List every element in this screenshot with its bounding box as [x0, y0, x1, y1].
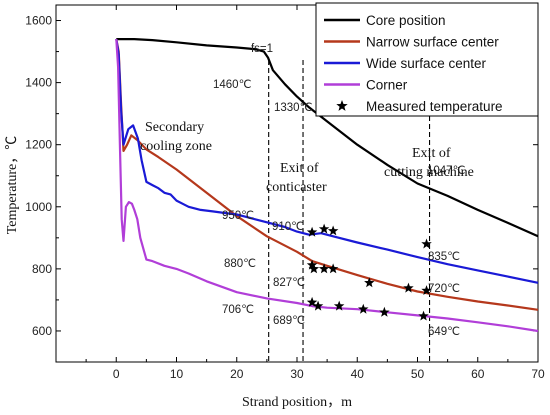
- measured-point: [403, 282, 414, 293]
- series-line-corner: [115, 39, 539, 333]
- series-line-core: [116, 38, 539, 238]
- label-827: 827℃: [273, 277, 305, 289]
- y-tick-label: 1600: [25, 14, 52, 28]
- x-axis-title: Strand position，m: [242, 395, 352, 410]
- measured-point: [379, 306, 390, 317]
- x-tick-label: 50: [411, 367, 425, 381]
- measured-point: [318, 223, 330, 234]
- x-tick-label: 40: [351, 367, 365, 381]
- measured-point: [358, 303, 369, 314]
- label-exit-cutting-2: cutting machine: [384, 165, 474, 180]
- y-tick-label: 600: [32, 324, 52, 338]
- measured-point: [312, 300, 324, 311]
- measured-point: [308, 263, 320, 274]
- legend-star: [336, 100, 348, 111]
- legend-label: Narrow surface center: [366, 35, 499, 50]
- measured-point: [421, 238, 432, 249]
- legend-label: Core position: [366, 13, 446, 28]
- x-tick-label: 10: [170, 367, 184, 381]
- label-649: 649℃: [428, 326, 460, 338]
- label-1330: 1330℃: [274, 102, 313, 114]
- x-tick-label: 20: [230, 367, 244, 381]
- series-line-wide: [115, 38, 539, 284]
- measured-point: [327, 263, 339, 274]
- label-secondary-cooling-1: Secondary: [145, 120, 204, 135]
- measured-point: [306, 259, 318, 270]
- measured-point: [418, 310, 429, 321]
- tick-marks: 0 10 20 30 40 50 60 70 600 800 1000 1200 1400 1600: [25, 5, 545, 381]
- label-835: 835℃: [428, 251, 460, 263]
- label-950: 950℃: [222, 210, 254, 222]
- legend-label: Corner: [366, 78, 408, 93]
- y-axis-title: Temperature，℃: [5, 136, 20, 235]
- label-880: 880℃: [224, 258, 256, 270]
- x-tick-label: 30: [290, 367, 304, 381]
- annotations: fs=1 1460℃ 1330℃ 1047℃ 950℃ 910℃ 835℃ 88…: [140, 43, 474, 338]
- y-tick-label: 1200: [25, 138, 52, 152]
- label-689: 689℃: [273, 315, 305, 327]
- x-tick-label: 60: [471, 367, 485, 381]
- y-tick-label: 1400: [25, 76, 52, 90]
- measured-point: [306, 226, 318, 237]
- y-tick-label: 1000: [25, 200, 52, 214]
- legend: Core position Narrow surface center Wide s…: [315, 2, 539, 117]
- legend-label: Wide surface center: [366, 56, 487, 71]
- x-tick-label: 0: [113, 367, 120, 381]
- measured-point: [364, 277, 375, 288]
- label-exit-cutting-1: Exit of: [412, 146, 451, 161]
- measured-point: [306, 296, 318, 307]
- label-exit-conticaster-2: conticaster: [266, 180, 327, 195]
- label-1460: 1460℃: [213, 79, 252, 91]
- label-secondary-cooling-2: cooling zone: [140, 139, 212, 154]
- label-fs1: fs=1: [251, 43, 273, 55]
- label-910: 910℃: [272, 221, 304, 233]
- measured-point: [333, 300, 345, 311]
- measured-points: [306, 223, 432, 321]
- measured-point: [318, 263, 330, 274]
- y-tick-label: 800: [32, 262, 52, 276]
- label-706: 706℃: [222, 304, 254, 316]
- label-1047: 1047℃: [427, 165, 466, 177]
- label-720: 720℃: [428, 283, 460, 295]
- label-exit-conticaster-1: Exit of: [280, 161, 319, 176]
- legend-label: Measured temperature: [366, 99, 503, 114]
- measured-point: [327, 225, 339, 236]
- measured-point: [421, 285, 432, 295]
- x-tick-label: 70: [531, 367, 545, 381]
- legend-box: [315, 2, 539, 117]
